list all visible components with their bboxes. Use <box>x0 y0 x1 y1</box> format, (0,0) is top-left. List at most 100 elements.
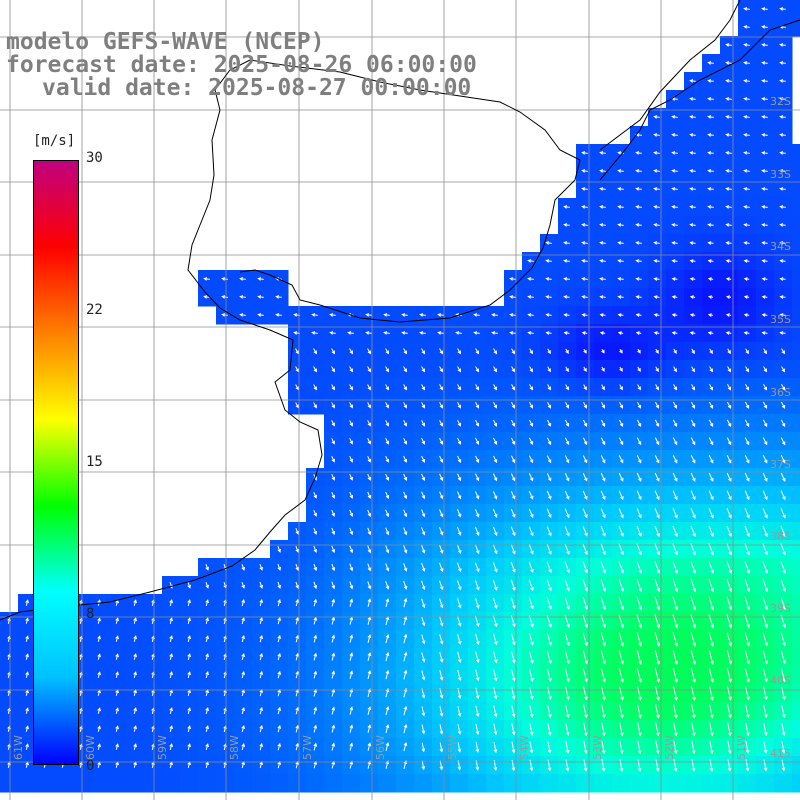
wind-arrow <box>779 43 786 47</box>
wind-arrow <box>115 617 119 624</box>
wind-arrow <box>671 205 678 209</box>
wind-arrow <box>205 671 209 679</box>
wind-arrow <box>709 384 714 391</box>
wind-arrow <box>457 402 461 409</box>
wind-arrow <box>511 419 516 427</box>
wind-arrow <box>619 366 623 372</box>
wind-arrow <box>133 743 137 750</box>
wind-cell <box>792 576 800 595</box>
wind-arrow <box>313 688 318 697</box>
wind-arrow <box>600 561 606 574</box>
wind-arrow <box>637 366 641 373</box>
wind-arrow <box>689 115 696 119</box>
wind-arrow <box>743 151 750 155</box>
wind-arrow <box>599 259 606 263</box>
wind-arrow <box>600 632 607 647</box>
wind-arrow <box>708 419 714 428</box>
wind-arrow <box>528 633 534 646</box>
wind-cell <box>720 774 739 793</box>
wind-arrow <box>367 527 372 536</box>
wind-arrow <box>690 560 697 574</box>
lon-label-52w: 52W <box>663 735 676 760</box>
wind-arrow <box>493 687 498 700</box>
wind-arrow <box>475 705 480 718</box>
wind-arrow <box>545 295 552 299</box>
wind-arrow <box>475 473 480 482</box>
wind-arrow <box>259 742 264 751</box>
wind-arrow <box>241 634 245 643</box>
wind-arrow <box>205 564 209 571</box>
wind-arrow <box>25 671 29 678</box>
wind-arrow <box>259 652 264 661</box>
wind-arrow <box>671 133 678 137</box>
wind-arrow <box>367 706 372 715</box>
wind-arrow <box>313 545 318 553</box>
wind-arrow <box>529 384 533 391</box>
wind-arrow <box>133 707 137 714</box>
wind-arrow <box>761 259 768 263</box>
wind-arrow <box>419 313 426 317</box>
wind-arrow <box>708 650 715 665</box>
wind-arrow <box>565 419 570 427</box>
wind-arrow <box>618 419 624 427</box>
wind-arrow <box>672 437 678 446</box>
wind-arrow <box>618 650 625 665</box>
wind-arrow <box>493 473 498 482</box>
wind-arrow <box>349 760 354 769</box>
wind-cell <box>72 774 91 793</box>
wind-arrow <box>313 652 318 661</box>
wind-arrow <box>636 525 642 537</box>
wind-arrow <box>439 580 444 591</box>
wind-arrow <box>457 437 462 445</box>
wind-arrow <box>636 632 643 647</box>
wind-arrow <box>349 348 354 355</box>
wind-arrow <box>527 277 534 281</box>
wind-arrow <box>582 473 588 482</box>
wind-arrow <box>691 759 696 772</box>
wind-arrow <box>691 366 695 373</box>
wind-arrow <box>780 508 786 519</box>
wind-arrow <box>689 331 696 335</box>
wind-arrow <box>205 743 209 751</box>
wind-arrow <box>582 668 588 683</box>
wind-cell <box>792 270 800 289</box>
wind-arrow <box>565 686 570 701</box>
wind-arrow <box>636 437 642 446</box>
wind-arrow <box>725 97 732 101</box>
wind-arrow <box>653 223 660 227</box>
wind-arrow <box>439 402 443 409</box>
wind-arrow <box>600 579 606 592</box>
wind-arrow <box>780 632 786 647</box>
wind-cell <box>558 774 577 793</box>
wind-arrow <box>635 151 642 155</box>
wind-arrow <box>169 653 173 660</box>
wind-arrow <box>600 455 606 464</box>
colorbar-unit: [m/s] <box>33 133 76 149</box>
wind-arrow <box>529 419 534 427</box>
wind-arrow <box>618 508 624 519</box>
wind-arrow <box>690 490 696 501</box>
wind-arrow <box>763 704 768 719</box>
lon-label-53w: 53W <box>591 735 604 760</box>
wind-arrow <box>492 579 498 591</box>
wind-arrow <box>619 348 623 354</box>
wind-arrow <box>689 259 696 263</box>
wind-arrow <box>383 313 390 317</box>
wind-arrow <box>691 348 695 355</box>
wind-arrow <box>727 722 732 737</box>
lat-label-35s: 35S <box>770 313 791 326</box>
wind-arrow <box>475 491 480 500</box>
wind-arrow <box>385 384 389 391</box>
wind-arrow <box>457 491 462 500</box>
wind-arrow <box>744 632 751 647</box>
wind-arrow <box>690 401 696 409</box>
wind-arrow <box>133 635 137 642</box>
wind-arrow <box>708 560 715 574</box>
wind-arrow <box>511 705 516 718</box>
wind-arrow <box>743 169 750 173</box>
wind-arrow <box>636 472 642 482</box>
wind-arrow <box>203 295 210 299</box>
wind-arrow <box>313 598 318 607</box>
wind-arrow <box>617 295 624 299</box>
